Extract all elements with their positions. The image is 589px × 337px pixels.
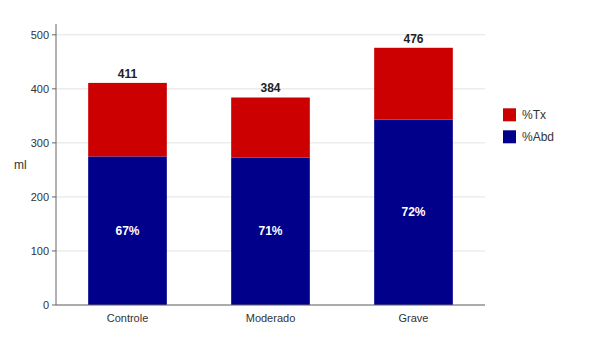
chart: 0 100 200 300 400 500 67% 71% 72% 411 384 476 Contro… xyxy=(0,0,589,337)
y-tick xyxy=(52,142,56,143)
legend-swatch xyxy=(503,130,516,143)
y-tick-label: 500 xyxy=(31,29,49,41)
x-tick-label: Controle xyxy=(107,312,149,324)
x-axis xyxy=(56,305,485,306)
bar xyxy=(374,48,453,120)
total-label: 411 xyxy=(118,67,138,81)
x-tick-label: Grave xyxy=(399,312,429,324)
y-tick-label: 400 xyxy=(31,83,49,95)
y-axis-label: ml xyxy=(14,158,27,172)
y-tick xyxy=(52,196,56,197)
bar xyxy=(374,120,453,305)
total-label: 384 xyxy=(260,81,280,95)
grid-line xyxy=(56,305,485,306)
y-tick-label: 200 xyxy=(31,191,49,203)
y-axis xyxy=(56,24,57,305)
y-tick-label: 0 xyxy=(43,299,49,311)
bar xyxy=(88,156,167,305)
legend: %Tx %Abd xyxy=(503,108,554,144)
legend-label: %Abd xyxy=(522,130,554,144)
grid xyxy=(56,35,485,305)
y-tick xyxy=(52,34,56,35)
share-label: 67% xyxy=(115,224,139,238)
share-label: 72% xyxy=(401,205,425,219)
x-tick-label: Moderado xyxy=(246,312,296,324)
total-label: 476 xyxy=(403,32,423,46)
legend-label: %Tx xyxy=(522,108,546,122)
bars xyxy=(88,48,453,305)
bar xyxy=(231,157,310,305)
bar xyxy=(231,97,310,157)
legend-swatch xyxy=(503,108,516,121)
y-tick xyxy=(52,88,56,89)
bar xyxy=(88,83,167,156)
y-tick xyxy=(52,250,56,251)
y-tick-label: 100 xyxy=(31,245,49,257)
share-label: 71% xyxy=(258,224,282,238)
y-tick-label: 300 xyxy=(31,137,49,149)
y-tick xyxy=(52,305,56,306)
